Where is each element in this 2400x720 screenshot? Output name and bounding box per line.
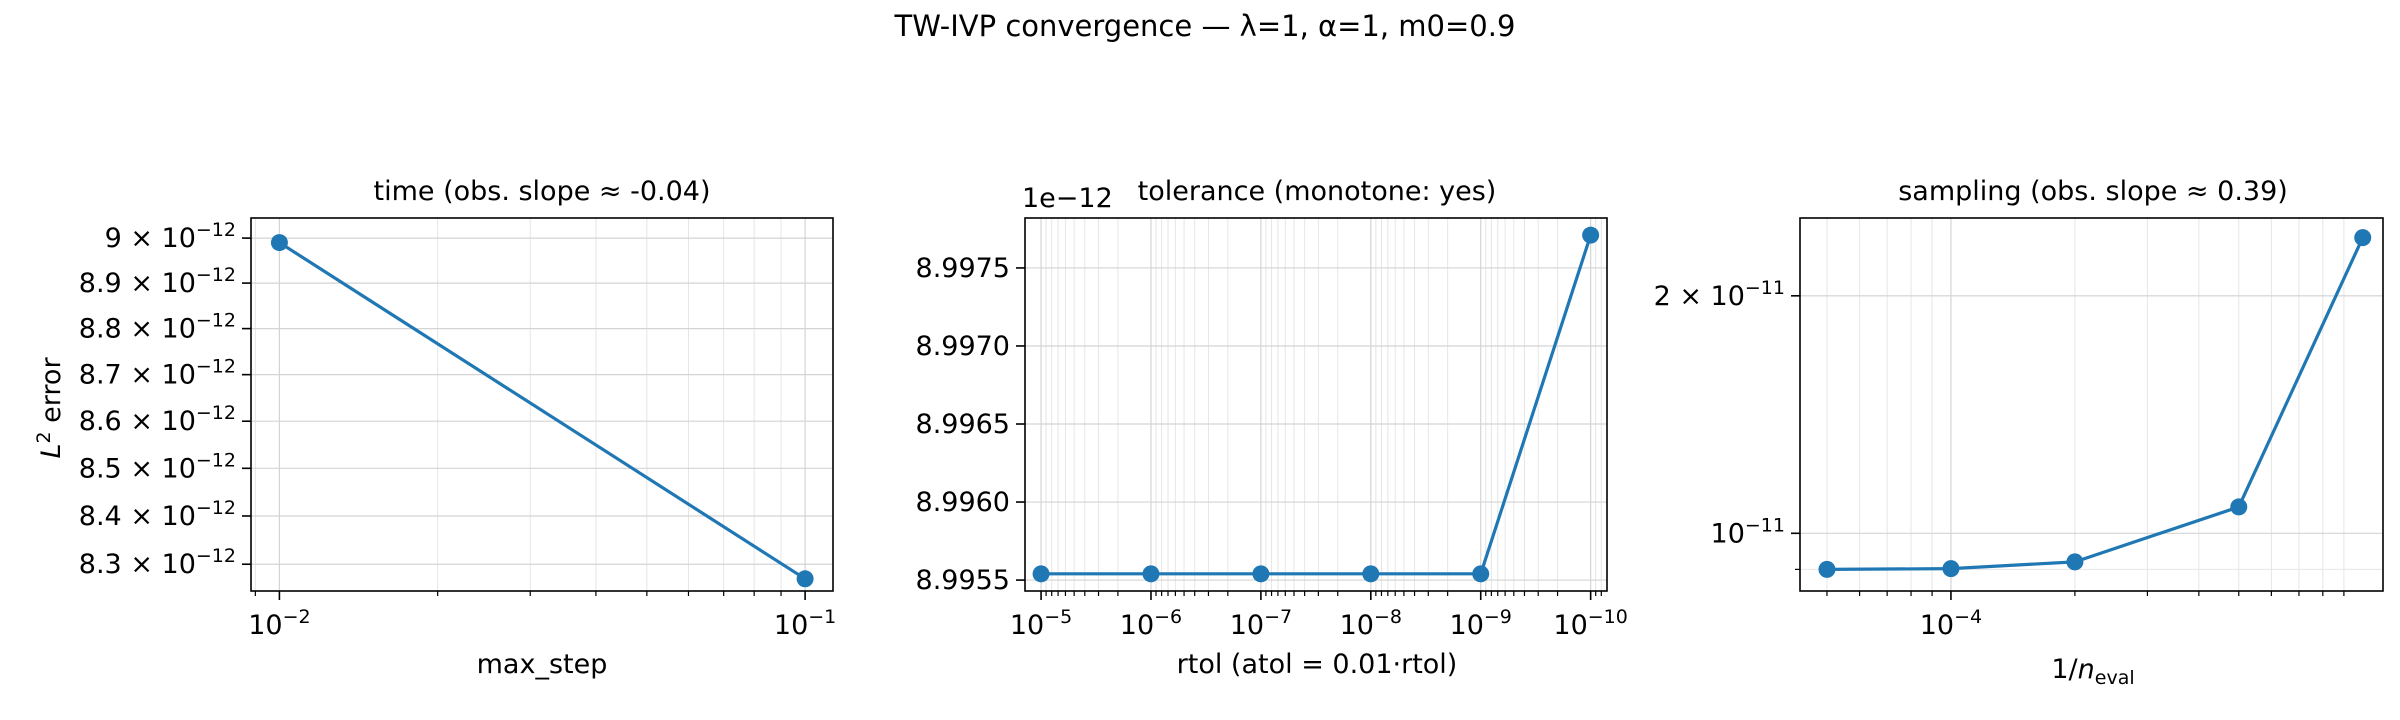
tick-label: 10−2 <box>248 606 310 641</box>
tick-label: 2 × 10−11 <box>1654 277 1785 312</box>
x-axis-label: 1/neval <box>2051 654 2134 689</box>
series-marks <box>270 234 814 588</box>
grid <box>251 218 833 591</box>
grid <box>1025 218 1607 591</box>
tick-label: 8.9965 <box>916 409 1010 440</box>
data-point <box>796 570 814 588</box>
tick-label: 10−5 <box>1010 606 1072 641</box>
tick-label: 8.7 × 10−12 <box>79 356 236 391</box>
data-point <box>2354 229 2372 247</box>
data-point <box>1582 226 1600 244</box>
axes-frame <box>1024 217 1608 592</box>
data-point <box>1252 565 1270 583</box>
data-point <box>2066 553 2084 571</box>
y-offset-text: 1e−12 <box>1022 183 1113 214</box>
x-axis-label: max_step <box>477 649 608 680</box>
tick-label: 8.9 × 10−12 <box>79 264 236 299</box>
tick-label: 8.9960 <box>916 487 1010 518</box>
panel-sampling: sampling (obs. slope ≈ 0.39) 10−4 2 × 10−… <box>1654 176 2384 689</box>
data-point <box>1818 560 1836 578</box>
tick-label: 8.9975 <box>916 253 1010 284</box>
tick-label: 10−1 <box>774 606 836 641</box>
tick-label: 10−9 <box>1450 606 1512 641</box>
data-point <box>1942 560 1960 578</box>
tick-label: 8.8 × 10−12 <box>79 310 236 345</box>
data-point <box>1472 565 1490 583</box>
series-line <box>1041 234 1593 576</box>
tick-label: 10−10 <box>1553 606 1627 641</box>
figure-suptitle: TW-IVP convergence — λ=1, α=1, m0=0.9 <box>894 9 1516 43</box>
data-point <box>270 234 288 252</box>
data-point <box>1032 565 1050 583</box>
grid <box>1800 218 2383 591</box>
tick-label: 10−6 <box>1120 606 1182 641</box>
x-axis-label: rtol (atol = 0.01·rtol) <box>1177 649 1458 680</box>
ticks: 10−5 10−6 10−7 10−8 10−9 10−10 8.9955 8.9960 8.9… <box>916 253 1628 641</box>
tick-label: 10−8 <box>1340 606 1402 641</box>
ticks: 10−4 2 × 10−11 10−11 <box>1654 277 2345 641</box>
panel-title: sampling (obs. slope ≈ 0.39) <box>1898 176 2288 207</box>
tick-label: 8.9970 <box>916 331 1010 362</box>
series-marks <box>1032 226 1600 583</box>
axes-frame <box>250 217 834 592</box>
series-line <box>278 241 806 581</box>
panel-title: tolerance (monotone: yes) <box>1138 176 1497 207</box>
tick-label: 8.5 × 10−12 <box>79 449 236 484</box>
axes-frame <box>1799 217 2384 592</box>
data-point <box>1362 565 1380 583</box>
panel-title: time (obs. slope ≈ -0.04) <box>373 176 710 207</box>
tick-label: 8.4 × 10−12 <box>79 497 236 532</box>
data-point <box>1142 565 1160 583</box>
series-marks <box>1818 229 2372 578</box>
data-point <box>2230 498 2248 516</box>
tick-label: 8.6 × 10−12 <box>79 402 236 437</box>
tick-label: 10−11 <box>1711 514 1785 549</box>
tick-label: 8.9955 <box>916 565 1010 596</box>
tick-label: 10−4 <box>1920 606 1982 641</box>
series-line <box>1826 236 2365 571</box>
panel-tolerance: tolerance (monotone: yes) 10−5 10−6 10−7 10… <box>916 176 1628 680</box>
y-axis-label: L2 error <box>33 357 67 459</box>
panel-time: time (obs. slope ≈ -0.04) 10−2 10−1 9 × 10… <box>33 176 836 680</box>
tick-label: 10−7 <box>1230 606 1292 641</box>
tick-label: 9 × 10−12 <box>105 219 236 254</box>
ticks: 10−2 10−1 9 × 10−12 8.9 × 10−12 8.8 × 10−12 8… <box>79 219 836 641</box>
tick-label: 8.3 × 10−12 <box>79 545 236 580</box>
